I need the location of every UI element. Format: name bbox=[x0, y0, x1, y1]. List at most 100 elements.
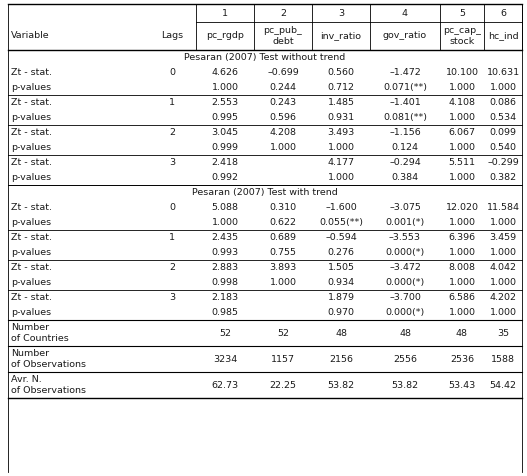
Text: 3: 3 bbox=[169, 158, 175, 167]
Text: 0.540: 0.540 bbox=[490, 143, 516, 152]
Text: 5.511: 5.511 bbox=[448, 158, 475, 167]
Text: Zt - stat.: Zt - stat. bbox=[11, 158, 52, 167]
Text: 2.553: 2.553 bbox=[211, 98, 239, 107]
Text: 1: 1 bbox=[222, 9, 228, 18]
Text: 0.243: 0.243 bbox=[269, 98, 297, 107]
Text: –0.594: –0.594 bbox=[325, 233, 357, 242]
Text: 0.985: 0.985 bbox=[211, 308, 239, 317]
Text: 1.000: 1.000 bbox=[448, 173, 475, 182]
Text: 1.000: 1.000 bbox=[490, 83, 516, 92]
Text: 1.000: 1.000 bbox=[327, 173, 355, 182]
Text: Number
of Observations: Number of Observations bbox=[11, 349, 86, 369]
Text: 1.000: 1.000 bbox=[448, 143, 475, 152]
Text: 0.384: 0.384 bbox=[392, 173, 418, 182]
Text: 2.183: 2.183 bbox=[211, 293, 239, 302]
Text: 1.000: 1.000 bbox=[269, 278, 297, 287]
Text: 62.73: 62.73 bbox=[211, 380, 239, 389]
Text: 10.631: 10.631 bbox=[486, 68, 520, 77]
Text: 1.000: 1.000 bbox=[448, 113, 475, 122]
Text: 0.999: 0.999 bbox=[211, 143, 239, 152]
Text: 3: 3 bbox=[169, 293, 175, 302]
Text: 4.208: 4.208 bbox=[269, 128, 297, 137]
Text: pc_rgdp: pc_rgdp bbox=[206, 31, 244, 40]
Text: 0.622: 0.622 bbox=[269, 218, 297, 227]
Text: 52: 52 bbox=[277, 328, 289, 337]
Text: 1.000: 1.000 bbox=[448, 278, 475, 287]
Text: 0.993: 0.993 bbox=[211, 248, 239, 257]
Text: 4.042: 4.042 bbox=[490, 263, 516, 272]
Text: 1: 1 bbox=[169, 233, 175, 242]
Text: 0.124: 0.124 bbox=[392, 143, 418, 152]
Text: 5.088: 5.088 bbox=[211, 203, 239, 212]
Text: 1.000: 1.000 bbox=[211, 218, 239, 227]
Text: –1.401: –1.401 bbox=[389, 98, 421, 107]
Text: 0.086: 0.086 bbox=[490, 98, 516, 107]
Text: 3.893: 3.893 bbox=[269, 263, 297, 272]
Text: 8.008: 8.008 bbox=[448, 263, 475, 272]
Text: –3.700: –3.700 bbox=[389, 293, 421, 302]
Text: 1.000: 1.000 bbox=[490, 308, 516, 317]
Text: 0.276: 0.276 bbox=[327, 248, 355, 257]
Text: 2: 2 bbox=[169, 263, 175, 272]
Text: 0.755: 0.755 bbox=[269, 248, 297, 257]
Text: 0.970: 0.970 bbox=[327, 308, 355, 317]
Text: 6.396: 6.396 bbox=[448, 233, 475, 242]
Text: Avr. N.
of Observations: Avr. N. of Observations bbox=[11, 375, 86, 395]
Text: –1.472: –1.472 bbox=[389, 68, 421, 77]
Text: 0.055(**): 0.055(**) bbox=[319, 218, 363, 227]
Text: –3.553: –3.553 bbox=[389, 233, 421, 242]
Text: 3.493: 3.493 bbox=[327, 128, 355, 137]
Text: 0.712: 0.712 bbox=[327, 83, 355, 92]
Text: 0.000(*): 0.000(*) bbox=[385, 308, 425, 317]
Text: 0.310: 0.310 bbox=[269, 203, 297, 212]
Text: 1.505: 1.505 bbox=[327, 263, 355, 272]
Text: Zt - stat.: Zt - stat. bbox=[11, 98, 52, 107]
Text: 0.998: 0.998 bbox=[211, 278, 239, 287]
Text: 0.000(*): 0.000(*) bbox=[385, 248, 425, 257]
Text: gov_ratio: gov_ratio bbox=[383, 31, 427, 40]
Text: –0.299: –0.299 bbox=[487, 158, 519, 167]
Text: 0.995: 0.995 bbox=[211, 113, 239, 122]
Text: 53.82: 53.82 bbox=[392, 380, 418, 389]
Text: 12.020: 12.020 bbox=[445, 203, 479, 212]
Text: –1.600: –1.600 bbox=[325, 203, 357, 212]
Text: inv_ratio: inv_ratio bbox=[320, 31, 362, 40]
Text: Zt - stat.: Zt - stat. bbox=[11, 203, 52, 212]
Text: 1.000: 1.000 bbox=[448, 308, 475, 317]
Text: 0.992: 0.992 bbox=[211, 173, 239, 182]
Text: 48: 48 bbox=[335, 328, 347, 337]
Text: 1157: 1157 bbox=[271, 355, 295, 364]
Text: 2.418: 2.418 bbox=[211, 158, 239, 167]
Text: 48: 48 bbox=[456, 328, 468, 337]
Text: pc_pub_
debt: pc_pub_ debt bbox=[264, 26, 302, 46]
Text: p-values: p-values bbox=[11, 218, 51, 227]
Text: Lags: Lags bbox=[161, 31, 183, 40]
Text: p-values: p-values bbox=[11, 143, 51, 152]
Text: Pesaran (2007) Test with trend: Pesaran (2007) Test with trend bbox=[192, 188, 338, 197]
Text: 2.883: 2.883 bbox=[211, 263, 239, 272]
Text: 1.000: 1.000 bbox=[448, 218, 475, 227]
Text: 11.584: 11.584 bbox=[486, 203, 520, 212]
Text: 6.586: 6.586 bbox=[448, 293, 475, 302]
Text: 4: 4 bbox=[402, 9, 408, 18]
Text: Zt - stat.: Zt - stat. bbox=[11, 293, 52, 302]
Text: pc_cap_
stock: pc_cap_ stock bbox=[443, 26, 481, 46]
Text: Zt - stat.: Zt - stat. bbox=[11, 233, 52, 242]
Text: 0.071(**): 0.071(**) bbox=[383, 83, 427, 92]
Text: p-values: p-values bbox=[11, 173, 51, 182]
Text: 3.459: 3.459 bbox=[490, 233, 516, 242]
Text: 35: 35 bbox=[497, 328, 509, 337]
Text: Variable: Variable bbox=[11, 31, 50, 40]
Text: 53.43: 53.43 bbox=[448, 380, 476, 389]
Text: p-values: p-values bbox=[11, 113, 51, 122]
Text: Pesaran (2007) Test without trend: Pesaran (2007) Test without trend bbox=[184, 53, 346, 62]
Text: 1.000: 1.000 bbox=[448, 83, 475, 92]
Text: 1588: 1588 bbox=[491, 355, 515, 364]
Text: 53.82: 53.82 bbox=[327, 380, 355, 389]
Text: –0.699: –0.699 bbox=[267, 68, 299, 77]
Text: Zt - stat.: Zt - stat. bbox=[11, 263, 52, 272]
Text: 5: 5 bbox=[459, 9, 465, 18]
Text: 3234: 3234 bbox=[213, 355, 237, 364]
Text: 0.001(*): 0.001(*) bbox=[385, 218, 425, 227]
Text: 0.000(*): 0.000(*) bbox=[385, 278, 425, 287]
